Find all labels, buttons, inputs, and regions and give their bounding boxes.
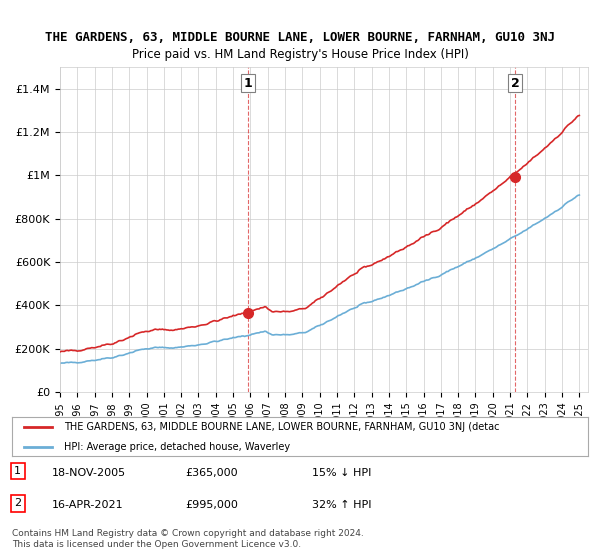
Text: 1: 1 (244, 77, 253, 90)
Text: £365,000: £365,000 (185, 468, 238, 478)
Text: THE GARDENS, 63, MIDDLE BOURNE LANE, LOWER BOURNE, FARNHAM, GU10 3NJ: THE GARDENS, 63, MIDDLE BOURNE LANE, LOW… (45, 31, 555, 44)
Text: Contains HM Land Registry data © Crown copyright and database right 2024.
This d: Contains HM Land Registry data © Crown c… (12, 529, 364, 549)
Text: 32% ↑ HPI: 32% ↑ HPI (311, 500, 371, 510)
Text: THE GARDENS, 63, MIDDLE BOURNE LANE, LOWER BOURNE, FARNHAM, GU10 3NJ (detac: THE GARDENS, 63, MIDDLE BOURNE LANE, LOW… (64, 422, 499, 432)
Text: HPI: Average price, detached house, Waverley: HPI: Average price, detached house, Wave… (64, 442, 290, 451)
Text: 1: 1 (14, 466, 21, 476)
Text: 2: 2 (14, 498, 22, 508)
Text: Price paid vs. HM Land Registry's House Price Index (HPI): Price paid vs. HM Land Registry's House … (131, 48, 469, 60)
Text: £995,000: £995,000 (185, 500, 238, 510)
Text: 18-NOV-2005: 18-NOV-2005 (52, 468, 127, 478)
Text: 15% ↓ HPI: 15% ↓ HPI (311, 468, 371, 478)
Text: 2: 2 (511, 77, 520, 90)
Text: 16-APR-2021: 16-APR-2021 (52, 500, 124, 510)
